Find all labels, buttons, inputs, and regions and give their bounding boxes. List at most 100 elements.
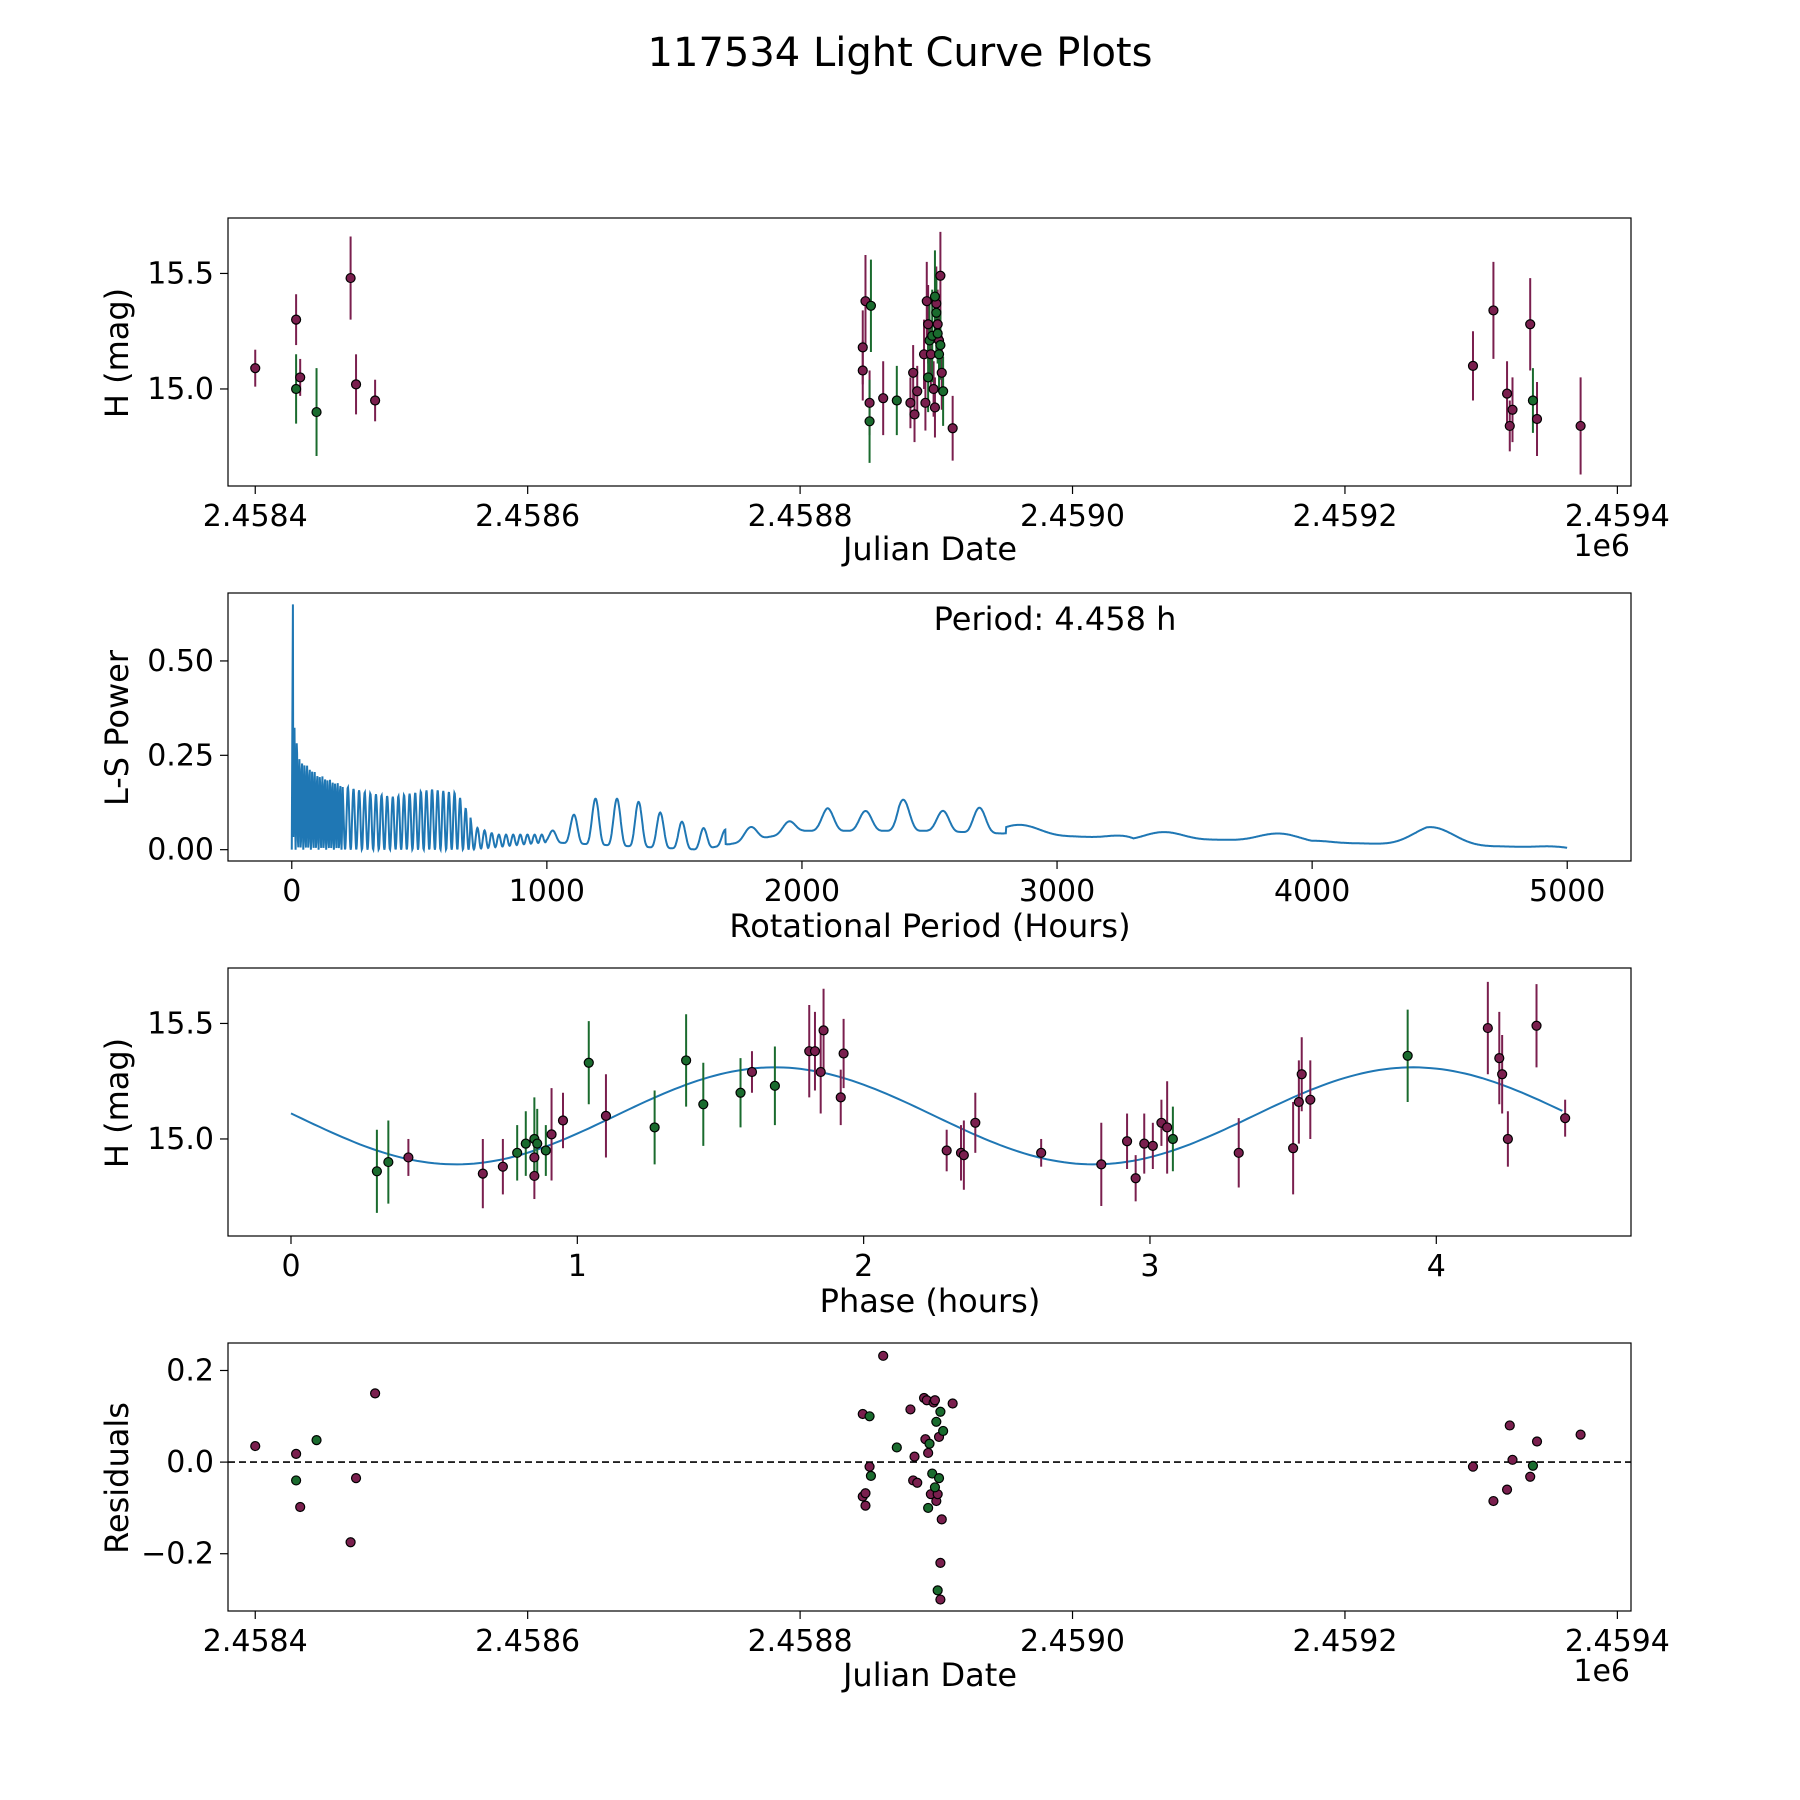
data-point-magenta	[1497, 1069, 1508, 1080]
x-tick-label: 2.4594	[1565, 499, 1670, 534]
data-point-magenta	[1233, 1147, 1244, 1158]
y-tick-label: 0.50	[147, 644, 214, 679]
x-tick-label: 5000	[1529, 874, 1605, 909]
data-point-green	[649, 1122, 660, 1133]
data-point-magenta	[1531, 413, 1543, 425]
data-point-green	[371, 1166, 382, 1177]
data-point-green	[698, 1099, 709, 1110]
data-point-green	[769, 1080, 780, 1091]
residuals-ylabel: Residuals	[98, 1402, 136, 1554]
data-point-magenta	[809, 1046, 821, 1057]
data-point-magenta	[970, 1117, 981, 1128]
figure-title: 117534 Light Curve Plots	[648, 30, 1153, 76]
data-point-green	[935, 1406, 946, 1417]
data-point-magenta	[1305, 1094, 1316, 1105]
data-point-green	[938, 1425, 949, 1437]
data-point-green	[865, 1470, 877, 1481]
data-point-magenta	[941, 1145, 952, 1156]
data-point-green	[933, 349, 945, 360]
y-tick-label: 0.0	[166, 1445, 214, 1480]
x-tick-label: 0	[282, 874, 301, 909]
data-point-magenta	[1504, 420, 1515, 432]
x-tick-label: 2.4586	[475, 499, 580, 534]
phased-curve-panel: Phase (hours) H (mag) 0 1 2 3 4 15.0 15.5	[98, 967, 1632, 1320]
data-point-green	[512, 1147, 523, 1158]
x-tick-label: 3000	[1019, 874, 1095, 909]
data-point-green	[540, 1145, 551, 1156]
data-point-magenta	[1293, 1096, 1304, 1108]
data-point-magenta	[1139, 1138, 1150, 1149]
x-tick-label: 2000	[764, 874, 840, 909]
data-point-green	[929, 291, 941, 302]
data-point-green	[1402, 1050, 1413, 1061]
data-point-magenta	[350, 1473, 362, 1484]
y-tick-label: −0.2	[141, 1537, 214, 1572]
axes-frame	[227, 217, 1632, 487]
data-point-green	[932, 328, 943, 339]
data-point-green	[864, 1411, 875, 1422]
data-point-green	[735, 1087, 746, 1098]
periodogram-xlabel: Rotational Period (Hours)	[729, 907, 1130, 945]
data-point-magenta	[909, 1451, 920, 1462]
data-point-magenta	[250, 363, 261, 374]
data-point-magenta	[864, 1461, 875, 1472]
data-point-green	[311, 1435, 322, 1446]
data-point-magenta	[905, 397, 916, 408]
data-point-magenta	[350, 379, 362, 390]
data-point-magenta	[932, 319, 943, 330]
y-tick-label: 15.0	[147, 372, 214, 407]
data-point-green	[583, 1057, 594, 1068]
data-point-magenta	[497, 1161, 508, 1172]
y-tick-label: 15.5	[147, 256, 214, 291]
data-point-green	[311, 406, 322, 418]
data-point-green	[932, 1585, 943, 1596]
residuals-panel: Julian Date Residuals 1e6 2.4584 2.4586 2.…	[98, 1342, 1670, 1694]
data-point-magenta	[291, 1448, 302, 1459]
data-point-magenta	[929, 1395, 941, 1406]
phased-curve-xlabel: Phase (hours)	[820, 1282, 1041, 1320]
data-point-magenta	[557, 1115, 569, 1126]
data-point-green	[891, 1442, 902, 1453]
periodogram-ylabel: L-S Power	[98, 649, 136, 806]
data-point-magenta	[746, 1066, 758, 1078]
data-point-green	[520, 1138, 531, 1149]
data-point-magenta	[1494, 1053, 1505, 1064]
data-point-green	[929, 1482, 941, 1493]
y-tick-label: 15.5	[147, 1006, 214, 1041]
data-point-magenta	[936, 1514, 947, 1525]
data-point-magenta	[923, 319, 934, 330]
phased-curve-ylabel: H (mag)	[98, 1038, 136, 1168]
x-tick-label: 2.4584	[203, 499, 308, 534]
data-point-magenta	[477, 1168, 488, 1179]
data-point-magenta	[1147, 1140, 1158, 1151]
y-tick-label: 0.2	[166, 1353, 214, 1388]
data-point-magenta	[947, 423, 958, 434]
data-point-magenta	[1507, 404, 1518, 415]
data-point-green	[891, 395, 902, 406]
data-point-magenta	[370, 1388, 381, 1399]
periodogram-line	[290, 604, 1568, 854]
data-point-magenta	[929, 402, 941, 413]
data-point-green	[933, 1473, 945, 1484]
data-point-green	[924, 1438, 935, 1449]
x-tick-label: 1000	[509, 874, 585, 909]
data-point-magenta	[935, 1557, 946, 1568]
data-point-magenta	[529, 1152, 540, 1163]
data-point-magenta	[860, 1500, 871, 1511]
y-tick-label: 15.0	[147, 1122, 214, 1157]
data-point-magenta	[921, 296, 932, 307]
x-tick-label: 0	[281, 1249, 300, 1284]
data-point-magenta	[295, 1501, 306, 1513]
light-curve-offset-label: 1e6	[1573, 529, 1630, 564]
data-point-magenta	[1501, 1484, 1513, 1495]
x-tick-label: 4	[1427, 1249, 1446, 1284]
data-point-magenta	[1488, 1495, 1499, 1507]
data-point-magenta	[1502, 1133, 1513, 1145]
data-point-green	[923, 1502, 934, 1514]
periodogram-panel: Rotational Period (Hours) L-S Power Peri…	[98, 592, 1632, 945]
data-point-green	[864, 416, 875, 427]
x-tick-label: 2.4592	[1292, 1624, 1397, 1659]
x-tick-label: 2.4590	[1020, 499, 1125, 534]
data-point-magenta	[835, 1092, 846, 1103]
data-point-green	[923, 372, 934, 383]
